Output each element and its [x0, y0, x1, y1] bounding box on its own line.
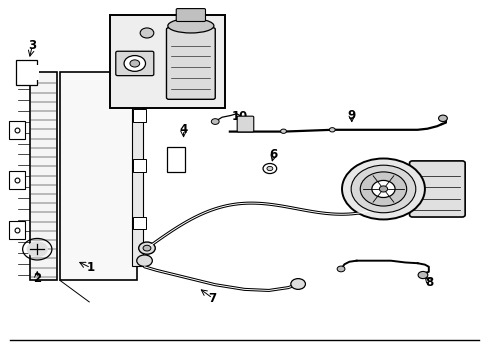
Circle shape: [211, 119, 219, 125]
Circle shape: [341, 158, 424, 220]
FancyBboxPatch shape: [9, 221, 25, 239]
FancyBboxPatch shape: [132, 87, 143, 266]
FancyBboxPatch shape: [166, 28, 215, 99]
FancyBboxPatch shape: [133, 217, 145, 229]
Text: 2: 2: [33, 272, 41, 285]
Text: 9: 9: [347, 109, 355, 122]
Text: 4: 4: [179, 123, 187, 136]
Circle shape: [263, 163, 276, 174]
Circle shape: [329, 128, 334, 132]
Circle shape: [26, 241, 48, 257]
Circle shape: [336, 266, 344, 272]
Text: 10: 10: [231, 110, 247, 123]
FancyBboxPatch shape: [16, 60, 37, 85]
Circle shape: [130, 60, 140, 67]
Text: 13: 13: [141, 86, 157, 99]
Circle shape: [280, 129, 286, 134]
FancyBboxPatch shape: [409, 161, 464, 217]
Circle shape: [266, 166, 272, 171]
FancyBboxPatch shape: [30, 72, 57, 280]
FancyBboxPatch shape: [110, 15, 224, 108]
Circle shape: [350, 165, 415, 213]
Text: 1: 1: [87, 261, 95, 274]
FancyBboxPatch shape: [9, 171, 25, 189]
Ellipse shape: [167, 19, 213, 33]
Text: 8: 8: [425, 276, 433, 289]
FancyBboxPatch shape: [167, 147, 184, 172]
Circle shape: [124, 55, 145, 71]
Circle shape: [417, 271, 427, 279]
Circle shape: [371, 180, 394, 198]
FancyBboxPatch shape: [237, 116, 253, 132]
Circle shape: [438, 115, 447, 122]
Circle shape: [290, 279, 305, 289]
Circle shape: [137, 255, 152, 266]
FancyBboxPatch shape: [133, 159, 145, 172]
Text: 5: 5: [432, 184, 440, 197]
Text: 11: 11: [118, 58, 134, 71]
FancyBboxPatch shape: [116, 51, 154, 76]
Circle shape: [140, 28, 154, 38]
Circle shape: [379, 186, 387, 192]
Text: 7: 7: [208, 292, 216, 305]
FancyBboxPatch shape: [133, 109, 145, 122]
Text: O: O: [173, 154, 179, 163]
FancyBboxPatch shape: [60, 72, 137, 280]
Text: 3: 3: [28, 39, 37, 52]
FancyBboxPatch shape: [9, 121, 25, 139]
FancyBboxPatch shape: [28, 65, 39, 80]
Circle shape: [139, 242, 155, 254]
FancyBboxPatch shape: [176, 9, 205, 22]
Text: 6: 6: [269, 148, 277, 161]
Circle shape: [360, 172, 406, 206]
Circle shape: [143, 245, 151, 251]
Text: 12: 12: [141, 30, 157, 43]
